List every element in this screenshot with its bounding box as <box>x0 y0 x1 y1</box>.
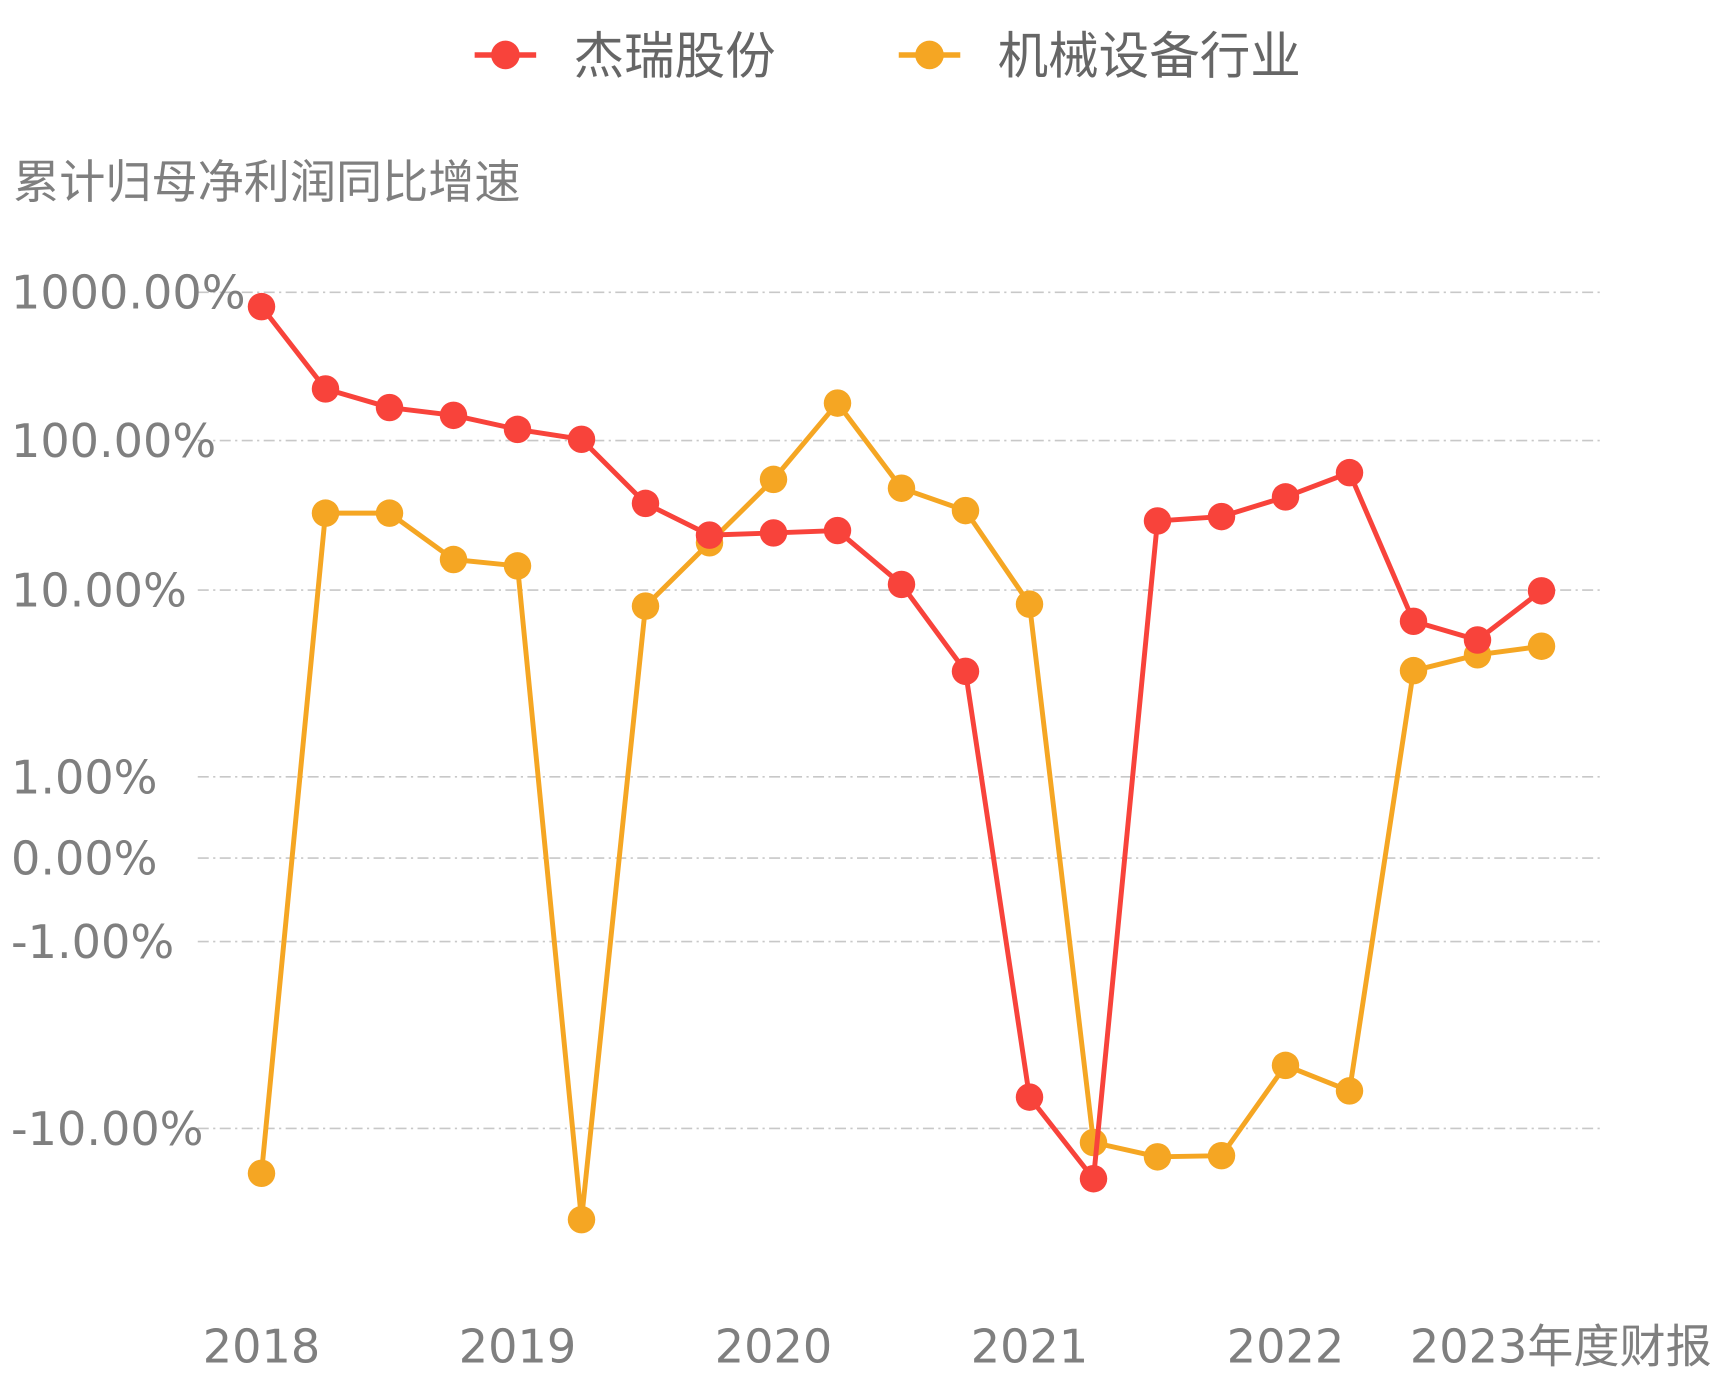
data-point[interactable] <box>951 657 980 686</box>
data-point[interactable] <box>1015 590 1044 618</box>
data-point[interactable] <box>1079 1164 1108 1193</box>
x-tick-label: 2018 <box>203 1319 320 1373</box>
x-tick-label: 2023年度财报 <box>1410 1319 1712 1373</box>
data-point[interactable] <box>1271 1051 1300 1080</box>
data-point[interactable] <box>1079 1128 1108 1157</box>
data-point[interactable] <box>1335 1077 1364 1105</box>
x-tick-label: 2021 <box>971 1319 1088 1373</box>
data-point[interactable] <box>1271 483 1300 511</box>
data-point[interactable] <box>247 1159 276 1188</box>
data-point[interactable] <box>1015 1083 1044 1111</box>
data-point[interactable] <box>567 1205 596 1234</box>
data-point[interactable] <box>1463 626 1492 654</box>
y-axis-title: 累计归母净利润同比增速 <box>13 155 520 209</box>
data-point[interactable] <box>1399 656 1428 685</box>
data-point[interactable] <box>439 401 468 430</box>
data-point[interactable] <box>759 519 788 547</box>
data-point[interactable] <box>1335 458 1364 487</box>
y-tick-label: 10.00% <box>11 563 187 617</box>
x-tick-label: 2019 <box>459 1319 576 1373</box>
legend-marker-jerry <box>491 40 520 70</box>
data-point[interactable] <box>247 292 276 321</box>
data-point[interactable] <box>1399 607 1428 636</box>
data-point[interactable] <box>759 465 788 494</box>
data-point[interactable] <box>311 499 340 527</box>
data-point[interactable] <box>823 516 852 545</box>
y-tick-label: -10.00% <box>11 1102 204 1156</box>
data-point[interactable] <box>1527 577 1556 605</box>
y-tick-label: -1.00% <box>11 915 174 969</box>
legend-label-jerry: 杰瑞股份 <box>574 27 776 86</box>
data-point[interactable] <box>567 425 596 454</box>
legend-marker-industry <box>915 40 944 70</box>
y-tick-label: 0.00% <box>11 832 158 886</box>
data-point[interactable] <box>503 552 532 580</box>
data-point[interactable] <box>887 474 916 502</box>
data-point[interactable] <box>1143 507 1172 535</box>
data-point[interactable] <box>951 496 980 525</box>
legend: 杰瑞股份 机械设备行业 <box>474 27 1301 86</box>
data-point[interactable] <box>1207 1141 1236 1170</box>
data-point[interactable] <box>375 393 404 422</box>
data-point[interactable] <box>311 375 340 403</box>
series-jerry <box>247 292 1556 1193</box>
y-tick-labels: 1000.00% 100.00% 10.00% 1.00% 0.00% -1.00% -10… <box>11 266 246 1156</box>
series-layer <box>247 292 1556 1234</box>
y-tick-label: 1.00% <box>11 750 158 804</box>
y-tick-label: 100.00% <box>11 414 216 468</box>
data-point[interactable] <box>1143 1143 1172 1171</box>
legend-item-industry[interactable]: 机械设备行业 <box>898 27 1301 86</box>
data-point[interactable] <box>439 545 468 574</box>
data-point[interactable] <box>887 570 916 599</box>
data-point[interactable] <box>631 489 660 518</box>
series-industry <box>247 389 1556 1234</box>
data-point[interactable] <box>375 499 404 527</box>
x-tick-label: 2022 <box>1227 1319 1344 1373</box>
legend-label-industry: 机械设备行业 <box>998 27 1301 86</box>
data-point[interactable] <box>823 389 852 417</box>
gridlines <box>197 291 1605 1130</box>
data-point[interactable] <box>1207 502 1236 531</box>
data-point[interactable] <box>503 415 532 444</box>
x-tick-labels: 2018 2019 2020 2021 2022 2023年度财报 <box>203 1319 1712 1373</box>
data-point[interactable] <box>695 521 724 549</box>
legend-item-jerry[interactable]: 杰瑞股份 <box>474 27 776 86</box>
series-line <box>259 305 1544 1182</box>
data-point[interactable] <box>1527 632 1556 660</box>
x-tick-label: 2020 <box>715 1319 832 1373</box>
y-tick-label: 1000.00% <box>11 266 246 320</box>
data-point[interactable] <box>631 592 660 620</box>
